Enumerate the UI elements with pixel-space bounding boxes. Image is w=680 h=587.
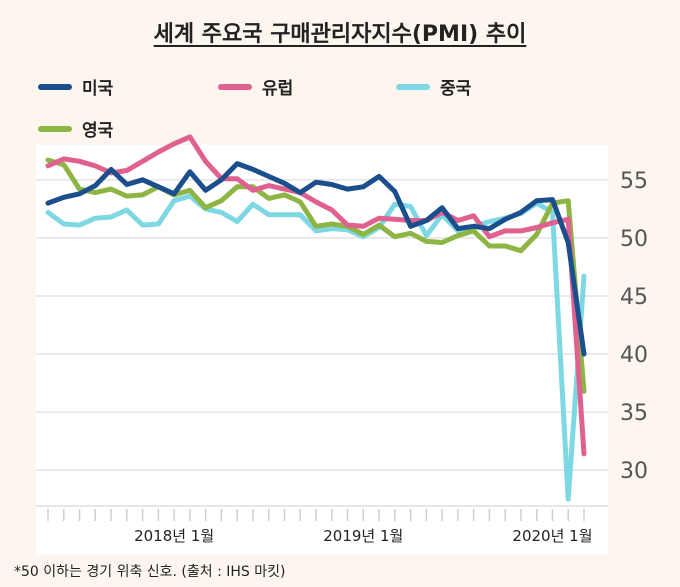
legend-label-europe: 유럽 [262, 79, 294, 99]
y-tick-label-30: 30 [620, 459, 648, 484]
series-line-us [45, 161, 587, 357]
legend-swatch-china [396, 83, 430, 90]
legend-swatch-europe [218, 83, 252, 90]
legend-label-uk: 영국 [82, 121, 114, 141]
legend-label-us: 미국 [82, 79, 114, 99]
legend-item-china: 중국 [396, 74, 471, 99]
series-line-europe [45, 134, 587, 457]
x-tick-label-2018-01: 2018년 1월 [134, 527, 214, 545]
legend-swatch-uk [38, 125, 72, 132]
chart-title: 세계 주요국 구매관리자지수(PMI) 추이 [153, 22, 527, 47]
y-tick-label-50: 50 [620, 227, 648, 252]
x-tick-label-2019-01: 2019년 1월 [323, 527, 403, 545]
legend-label-china: 중국 [440, 79, 472, 99]
y-tick-label-55: 55 [620, 169, 648, 194]
legend-swatch-us [38, 83, 72, 90]
legend-item-uk: 영국 [38, 116, 113, 141]
footnote: *50 이하는 경기 위축 신호. (출처 : IHS 마킷) [14, 564, 286, 580]
x-tick-label-2020-01: 2020년 1월 [512, 527, 592, 545]
legend-item-us: 미국 [38, 74, 113, 99]
legend-item-europe: 유럽 [218, 74, 293, 99]
series-line-china [45, 193, 587, 502]
series-line-uk [45, 157, 587, 394]
y-tick-label-35: 35 [620, 401, 648, 426]
y-tick-label-40: 40 [620, 343, 648, 368]
y-tick-label-45: 45 [620, 285, 648, 310]
